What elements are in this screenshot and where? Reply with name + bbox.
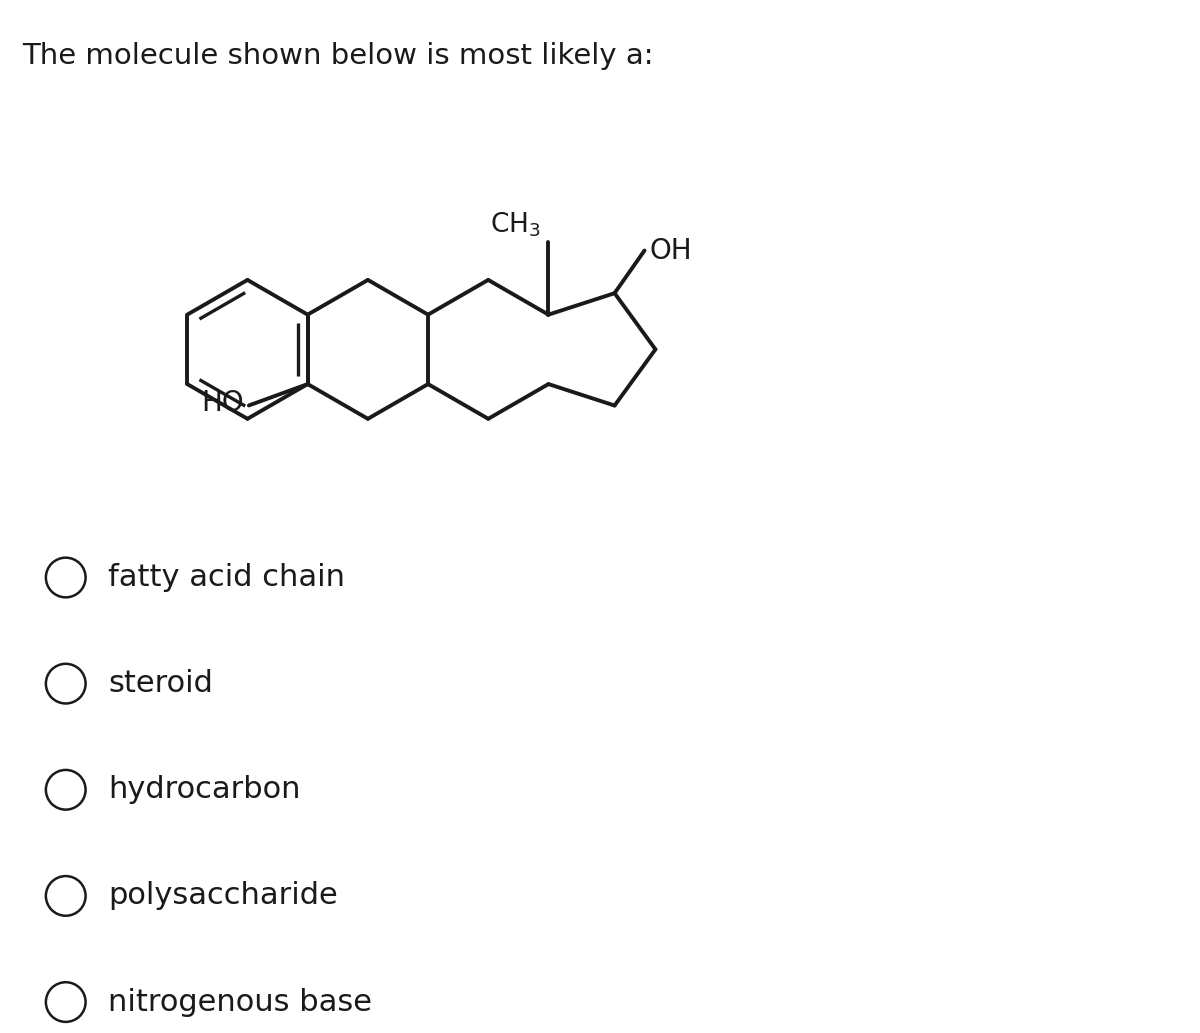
Text: hydrocarbon: hydrocarbon (108, 776, 301, 805)
Text: steroid: steroid (108, 669, 214, 698)
Text: fatty acid chain: fatty acid chain (108, 563, 346, 592)
Text: The molecule shown below is most likely a:: The molecule shown below is most likely … (22, 42, 654, 70)
Text: HO: HO (202, 389, 244, 417)
Text: OH: OH (649, 237, 692, 264)
Text: CH$_3$: CH$_3$ (490, 211, 540, 239)
Text: nitrogenous base: nitrogenous base (108, 988, 372, 1016)
Text: polysaccharide: polysaccharide (108, 881, 338, 910)
